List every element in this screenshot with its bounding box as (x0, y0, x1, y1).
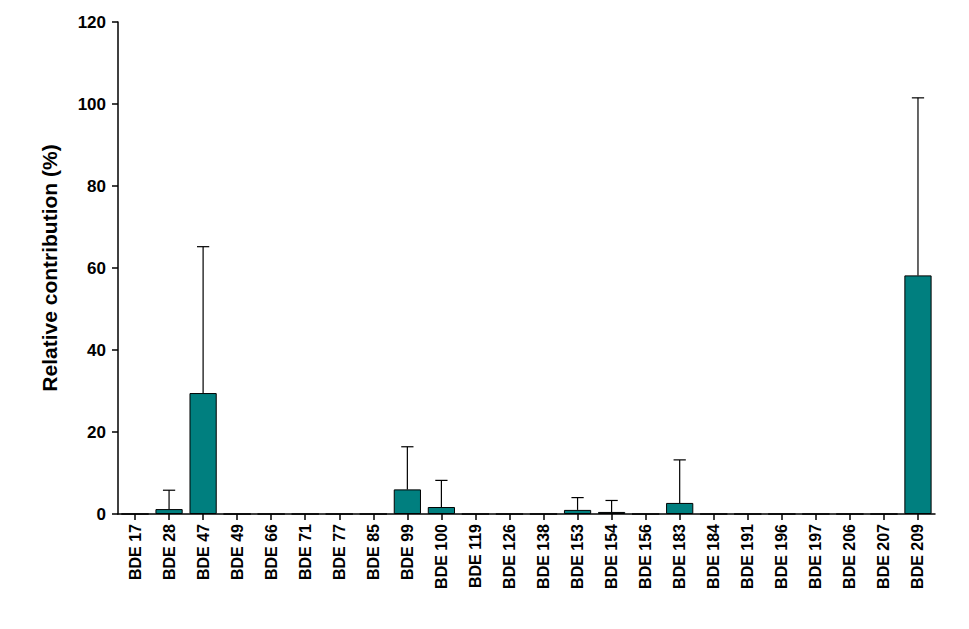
svg-text:80: 80 (87, 177, 106, 196)
svg-text:BDE 66: BDE 66 (263, 524, 280, 580)
svg-text:BDE 184: BDE 184 (705, 524, 722, 589)
svg-text:BDE 126: BDE 126 (501, 524, 518, 589)
svg-text:60: 60 (87, 259, 106, 278)
svg-text:BDE 100: BDE 100 (433, 524, 450, 589)
svg-text:BDE 153: BDE 153 (569, 524, 586, 589)
svg-text:BDE 49: BDE 49 (229, 524, 246, 580)
svg-text:BDE 197: BDE 197 (807, 524, 824, 589)
svg-text:BDE 196: BDE 196 (773, 524, 790, 589)
svg-text:BDE 85: BDE 85 (365, 524, 382, 580)
svg-text:BDE 154: BDE 154 (603, 524, 620, 589)
svg-text:BDE 71: BDE 71 (297, 524, 314, 580)
svg-text:Relative contribution (%): Relative contribution (%) (38, 144, 61, 391)
svg-text:BDE 183: BDE 183 (671, 524, 688, 589)
svg-text:0: 0 (97, 505, 106, 524)
svg-text:40: 40 (87, 341, 106, 360)
svg-text:BDE 99: BDE 99 (399, 524, 416, 580)
svg-text:BDE 28: BDE 28 (161, 524, 178, 580)
svg-text:BDE 191: BDE 191 (739, 524, 756, 589)
svg-text:BDE 77: BDE 77 (331, 524, 348, 580)
svg-text:100: 100 (78, 95, 106, 114)
svg-text:BDE 138: BDE 138 (535, 524, 552, 589)
svg-text:BDE 119: BDE 119 (467, 524, 484, 588)
svg-text:120: 120 (78, 13, 106, 32)
svg-text:BDE 156: BDE 156 (637, 524, 654, 589)
svg-text:BDE 47: BDE 47 (195, 524, 212, 580)
svg-text:BDE 207: BDE 207 (875, 524, 892, 589)
svg-text:BDE 206: BDE 206 (841, 524, 858, 589)
svg-text:BDE 17: BDE 17 (127, 524, 144, 580)
svg-text:BDE 209: BDE 209 (909, 524, 926, 589)
svg-text:20: 20 (87, 423, 106, 442)
